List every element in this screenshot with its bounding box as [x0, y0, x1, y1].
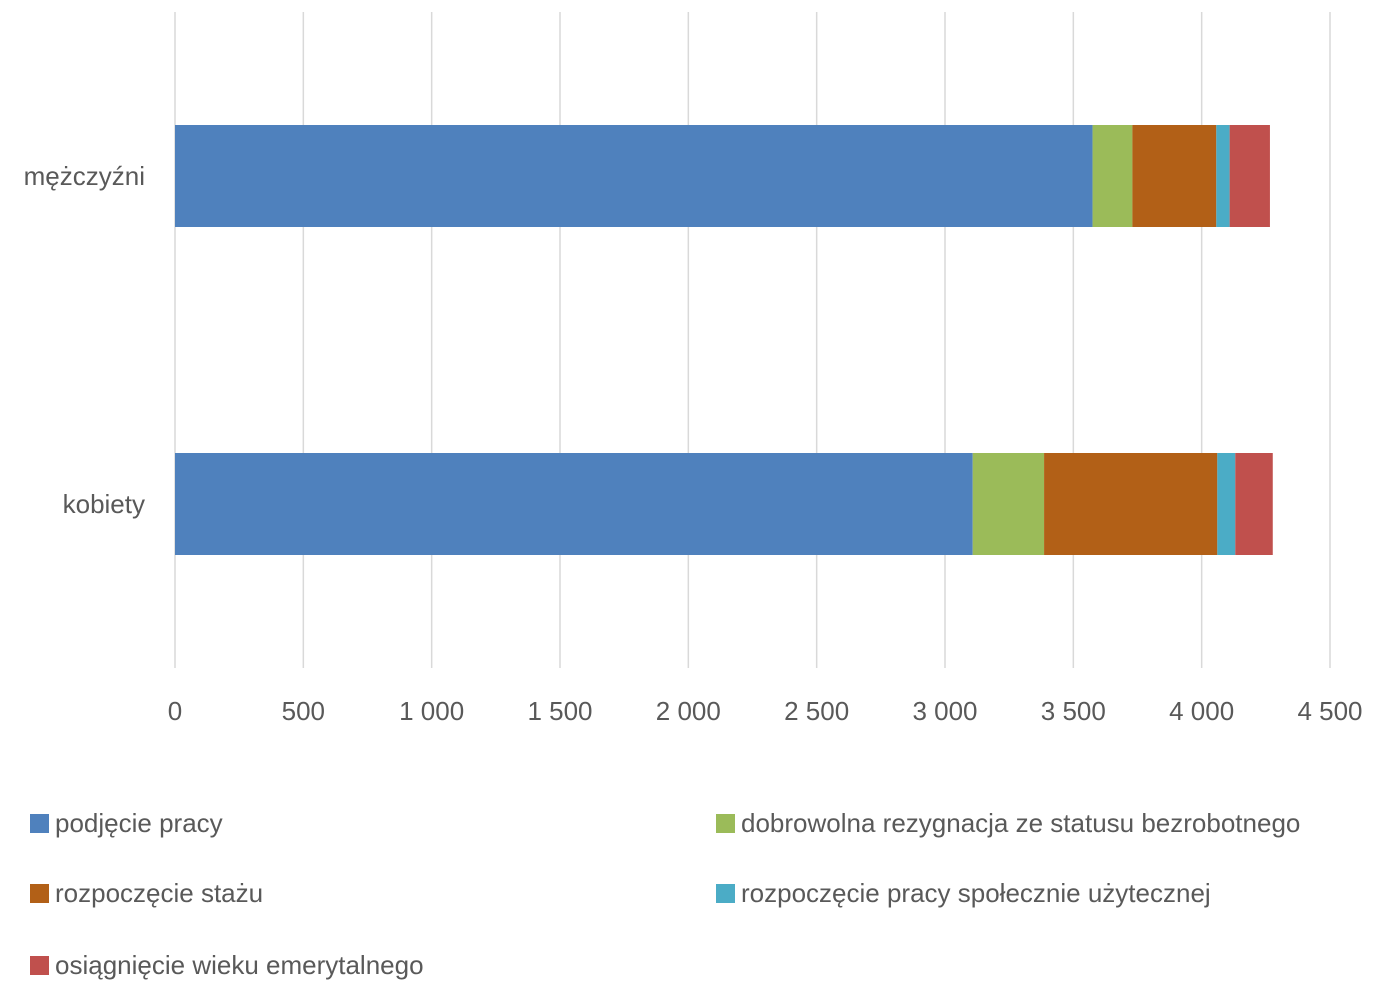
- x-tick-label: 2 500: [784, 696, 849, 726]
- legend-label: dobrowolna rezygnacja ze statusu bezrobo…: [741, 807, 1301, 838]
- category-label: kobiety: [63, 489, 145, 519]
- bar-segment: [1092, 125, 1133, 227]
- legend-item: dobrowolna rezygnacja ze statusu bezrobo…: [716, 806, 1300, 840]
- x-tick-label: 0: [168, 696, 182, 726]
- bar-chart-plot: 0 500 1 000 1 500 2 000 2 500 3 000 3 500 4 000 4…: [24, 12, 1363, 726]
- bar-segment: [175, 125, 1093, 227]
- legend-swatch: [716, 883, 735, 903]
- x-tick-label: 2 000: [656, 696, 721, 726]
- bar-segment: [1132, 125, 1217, 227]
- x-tick-label: 1 000: [399, 696, 464, 726]
- x-tick-label: 1 500: [527, 696, 592, 726]
- legend-label: rozpoczęcie pracy społecznie użytecznej: [741, 877, 1211, 908]
- bar-segment: [1044, 453, 1218, 555]
- legend-swatch: [30, 883, 49, 903]
- legend-swatch: [30, 955, 49, 975]
- bar-segment: [1235, 453, 1273, 555]
- bar-segment: [1217, 453, 1236, 555]
- legend-label: osiągnięcie wieku emerytalnego: [55, 949, 424, 980]
- x-tick-label: 4 000: [1169, 696, 1234, 726]
- legend-swatch: [30, 813, 49, 833]
- bar-segment: [1229, 125, 1270, 227]
- x-tick-label: 500: [282, 696, 325, 726]
- legend-label: podjęcie pracy: [55, 807, 223, 838]
- bar-segment: [1216, 125, 1230, 227]
- legend-swatch: [716, 813, 735, 833]
- legend-item: podjęcie pracy: [30, 806, 223, 840]
- category-label: mężczyźni: [24, 161, 145, 191]
- legend-item: osiągnięcie wieku emerytalnego: [30, 948, 424, 982]
- legend-item: rozpoczęcie pracy społecznie użytecznej: [716, 876, 1211, 910]
- legend-label: rozpoczęcie stażu: [55, 877, 264, 908]
- bar-segment: [972, 453, 1045, 555]
- legend-item: rozpoczęcie stażu: [30, 876, 263, 910]
- bar-segment: [175, 453, 973, 555]
- x-tick-label: 3 000: [912, 696, 977, 726]
- x-tick-label: 4 500: [1297, 696, 1362, 726]
- x-tick-label: 3 500: [1041, 696, 1106, 726]
